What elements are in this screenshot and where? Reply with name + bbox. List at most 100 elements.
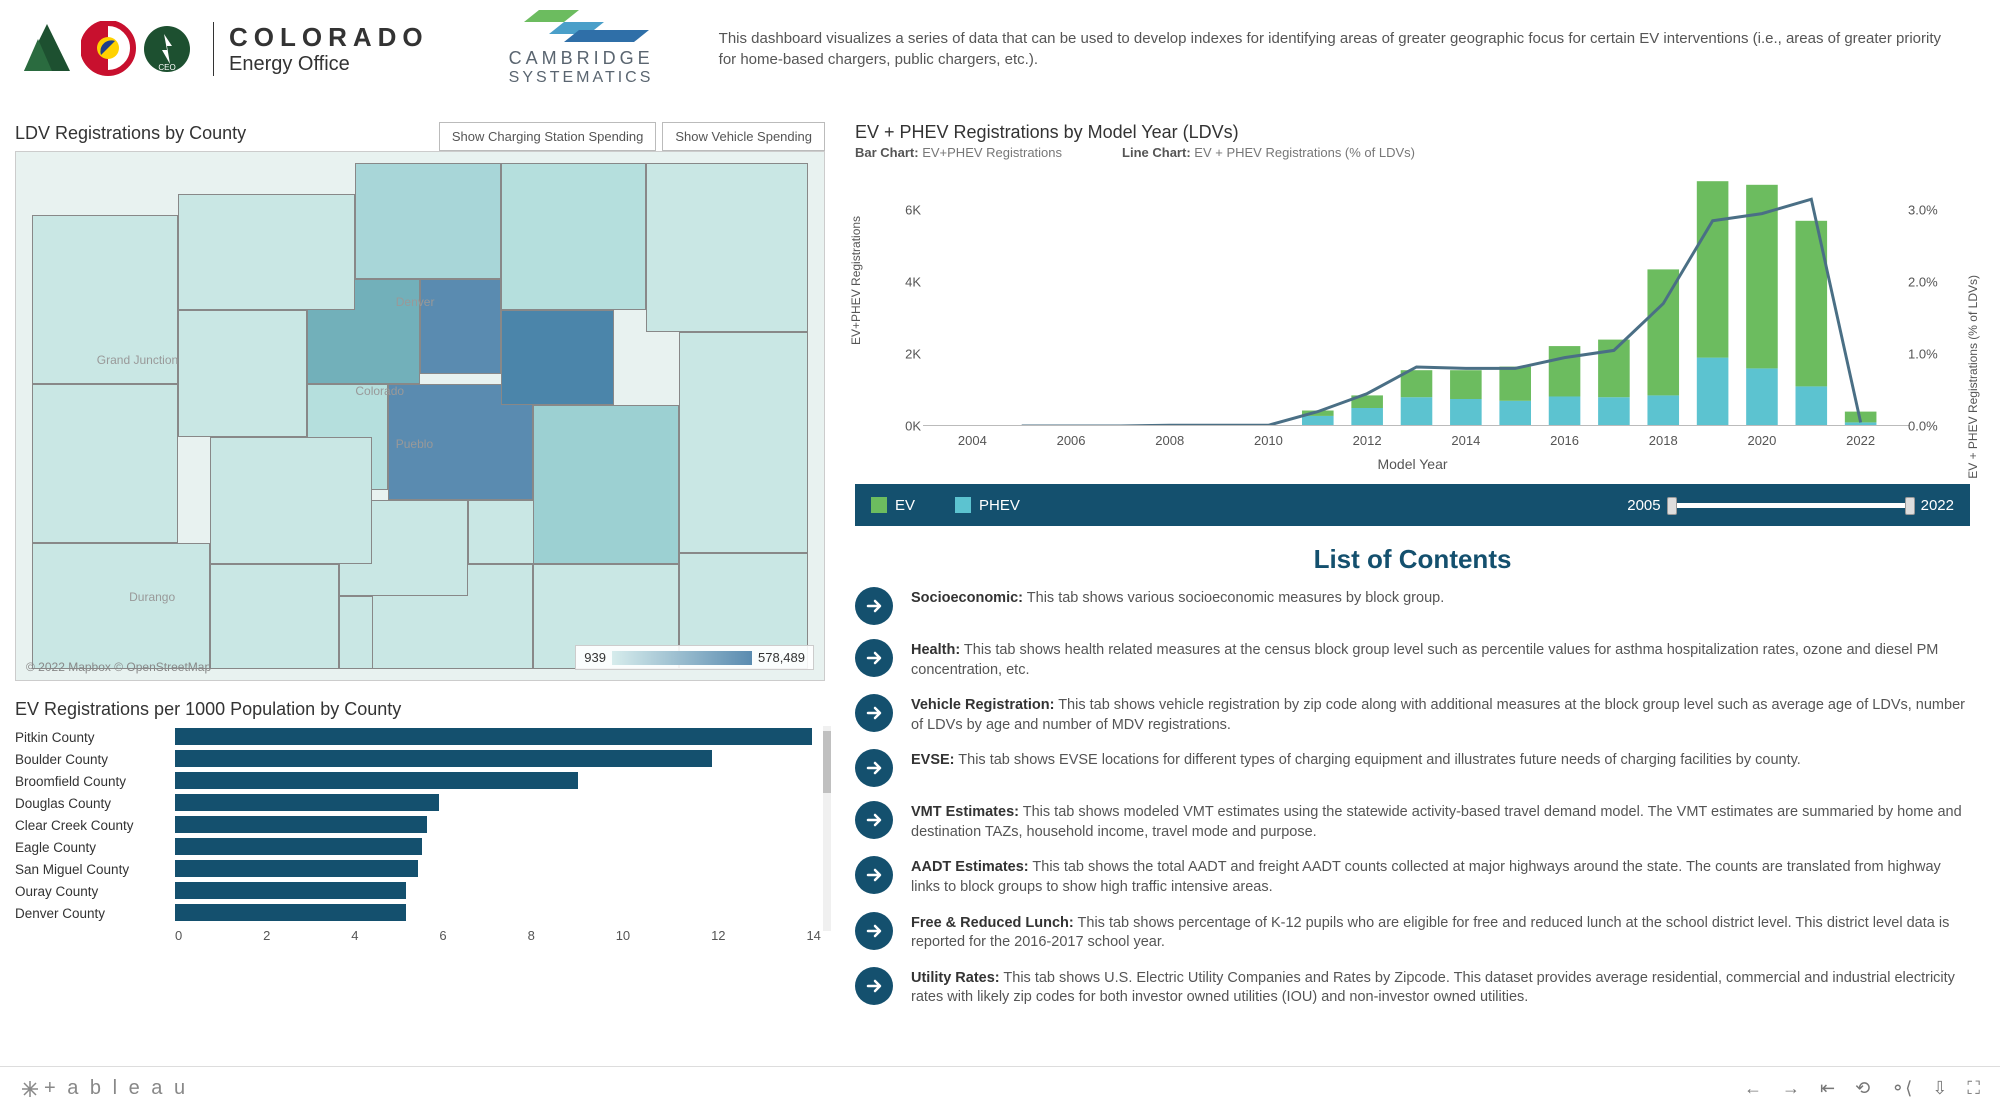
x-tick: 2012 — [1353, 433, 1382, 448]
slider-thumb-max[interactable] — [1905, 497, 1915, 515]
x-tick: 2018 — [1649, 433, 1678, 448]
choropleth-map[interactable]: Grand Junction Colorado Denver Pueblo Du… — [15, 151, 825, 681]
toc-text: AADT Estimates: This tab shows the total… — [911, 856, 1970, 897]
toc-text: Vehicle Registration: This tab shows veh… — [911, 694, 1970, 735]
map-county[interactable] — [210, 564, 339, 670]
hbar-bar[interactable] — [175, 772, 578, 789]
map-county[interactable] — [178, 310, 307, 437]
arrow-right-icon[interactable] — [855, 801, 893, 839]
toc-item[interactable]: Utility Rates: This tab shows U.S. Elect… — [855, 967, 1970, 1008]
colorado-logo: CEO COLORADO Energy Office — [20, 21, 429, 76]
y-left-label: EV+PHEV Registrations — [849, 216, 863, 345]
map-legend: 939 578,489 — [575, 645, 814, 670]
x-tick: 2008 — [1155, 433, 1184, 448]
nav-reset-icon[interactable]: ⟲ — [1855, 1078, 1870, 1099]
slider-thumb-min[interactable] — [1667, 497, 1677, 515]
x-tick: 2006 — [1057, 433, 1086, 448]
tableau-logo[interactable]: + a b l e a u — [20, 1077, 188, 1100]
legend-ev: EV — [871, 497, 915, 514]
legend-bar: EV PHEV 2005 2022 — [855, 484, 1970, 526]
map-label-pueblo: Pueblo — [396, 437, 433, 451]
arrow-right-icon[interactable] — [855, 694, 893, 732]
hbar-row[interactable]: Broomfield County — [15, 770, 825, 792]
hbar-row[interactable]: San Miguel County — [15, 858, 825, 880]
nav-forward-icon[interactable]: → — [1782, 1078, 1800, 1099]
hbar-bar[interactable] — [175, 794, 439, 811]
combo-chart[interactable]: EV+PHEV Registrations EV + PHEV Registra… — [855, 168, 1970, 478]
hbar-label: San Miguel County — [15, 862, 175, 877]
share-icon[interactable]: ⚬⟨ — [1890, 1078, 1912, 1099]
svg-text:CEO: CEO — [158, 63, 175, 72]
hbar-label: Clear Creek County — [15, 818, 175, 833]
hbar-label: Boulder County — [15, 752, 175, 767]
hbar-row[interactable]: Boulder County — [15, 748, 825, 770]
arrow-right-icon[interactable] — [855, 967, 893, 1005]
arrow-right-icon[interactable] — [855, 749, 893, 787]
arrow-right-icon[interactable] — [855, 639, 893, 677]
toc-text: Free & Reduced Lunch: This tab shows per… — [911, 912, 1970, 953]
hbar-bar[interactable] — [175, 750, 712, 767]
map-label-grand-junction: Grand Junction — [97, 353, 178, 367]
year-slider[interactable]: 2005 2022 — [1627, 497, 1954, 514]
hbar-label: Pitkin County — [15, 730, 175, 745]
hbar-bar[interactable] — [175, 728, 812, 745]
hbar-label: Denver County — [15, 906, 175, 921]
fullscreen-icon[interactable]: ⛶ — [1967, 1078, 1980, 1099]
map-county[interactable] — [210, 437, 372, 564]
download-icon[interactable]: ⇩ — [1932, 1078, 1947, 1099]
hbar-chart: Pitkin County Boulder County Broomfield Co… — [15, 726, 825, 986]
map-county[interactable] — [533, 405, 678, 563]
hbar-label: Broomfield County — [15, 774, 175, 789]
hbar-row[interactable]: Douglas County — [15, 792, 825, 814]
arrow-right-icon[interactable] — [855, 856, 893, 894]
toc-item[interactable]: AADT Estimates: This tab shows the total… — [855, 856, 1970, 897]
arrow-right-icon[interactable] — [855, 587, 893, 625]
toc-item[interactable]: Socioeconomic: This tab shows various so… — [855, 587, 1970, 625]
hbar-bar[interactable] — [175, 816, 427, 833]
map-county[interactable] — [646, 163, 808, 332]
map-county[interactable] — [355, 163, 500, 279]
map-county[interactable] — [178, 194, 356, 310]
y-right-label: EV + PHEV Registrations (% of LDVs) — [1966, 275, 1980, 479]
map-label-colorado: Colorado — [355, 384, 404, 398]
y-left-tick: 6K — [893, 203, 921, 218]
arrow-right-icon[interactable] — [855, 912, 893, 950]
hbar-label: Douglas County — [15, 796, 175, 811]
map-county[interactable] — [679, 332, 808, 554]
map-county[interactable] — [420, 279, 501, 374]
toc-text: Utility Rates: This tab shows U.S. Elect… — [911, 967, 1970, 1008]
toc-item[interactable]: EVSE: This tab shows EVSE locations for … — [855, 749, 1970, 787]
slider-track[interactable] — [1671, 503, 1911, 508]
map-county[interactable] — [32, 543, 210, 670]
map-label-durango: Durango — [129, 590, 175, 604]
toc-item[interactable]: Health: This tab shows health related me… — [855, 639, 1970, 680]
map-title: LDV Registrations by County — [15, 123, 246, 144]
legend-phev: PHEV — [955, 497, 1020, 514]
hbar-row[interactable]: Ouray County — [15, 880, 825, 902]
hbar-row[interactable]: Clear Creek County — [15, 814, 825, 836]
show-charging-spending-button[interactable]: Show Charging Station Spending — [439, 122, 657, 151]
hbar-bar[interactable] — [175, 838, 422, 855]
hbar-row[interactable]: Eagle County — [15, 836, 825, 858]
toc-item[interactable]: Vehicle Registration: This tab shows veh… — [855, 694, 1970, 735]
x-tick: 2022 — [1846, 433, 1875, 448]
toc-item[interactable]: Free & Reduced Lunch: This tab shows per… — [855, 912, 1970, 953]
map-county[interactable] — [501, 310, 614, 405]
show-vehicle-spending-button[interactable]: Show Vehicle Spending — [662, 122, 825, 151]
nav-first-icon[interactable]: ⇤ — [1820, 1078, 1835, 1099]
toc-item[interactable]: VMT Estimates: This tab shows modeled VM… — [855, 801, 1970, 842]
phev-swatch — [955, 497, 971, 513]
hbar-bar[interactable] — [175, 904, 406, 921]
org-title: COLORADO — [229, 22, 429, 53]
x-tick: 2004 — [958, 433, 987, 448]
nav-back-icon[interactable]: ← — [1744, 1078, 1762, 1099]
partner-name: CAMBRIDGE — [509, 48, 654, 69]
toc-text: VMT Estimates: This tab shows modeled VM… — [911, 801, 1970, 842]
hbar-row[interactable]: Pitkin County — [15, 726, 825, 748]
map-county[interactable] — [501, 163, 646, 311]
hbar-row[interactable]: Denver County — [15, 902, 825, 924]
hbar-label: Ouray County — [15, 884, 175, 899]
map-county[interactable] — [32, 384, 177, 542]
hbar-bar[interactable] — [175, 882, 406, 899]
hbar-bar[interactable] — [175, 860, 418, 877]
